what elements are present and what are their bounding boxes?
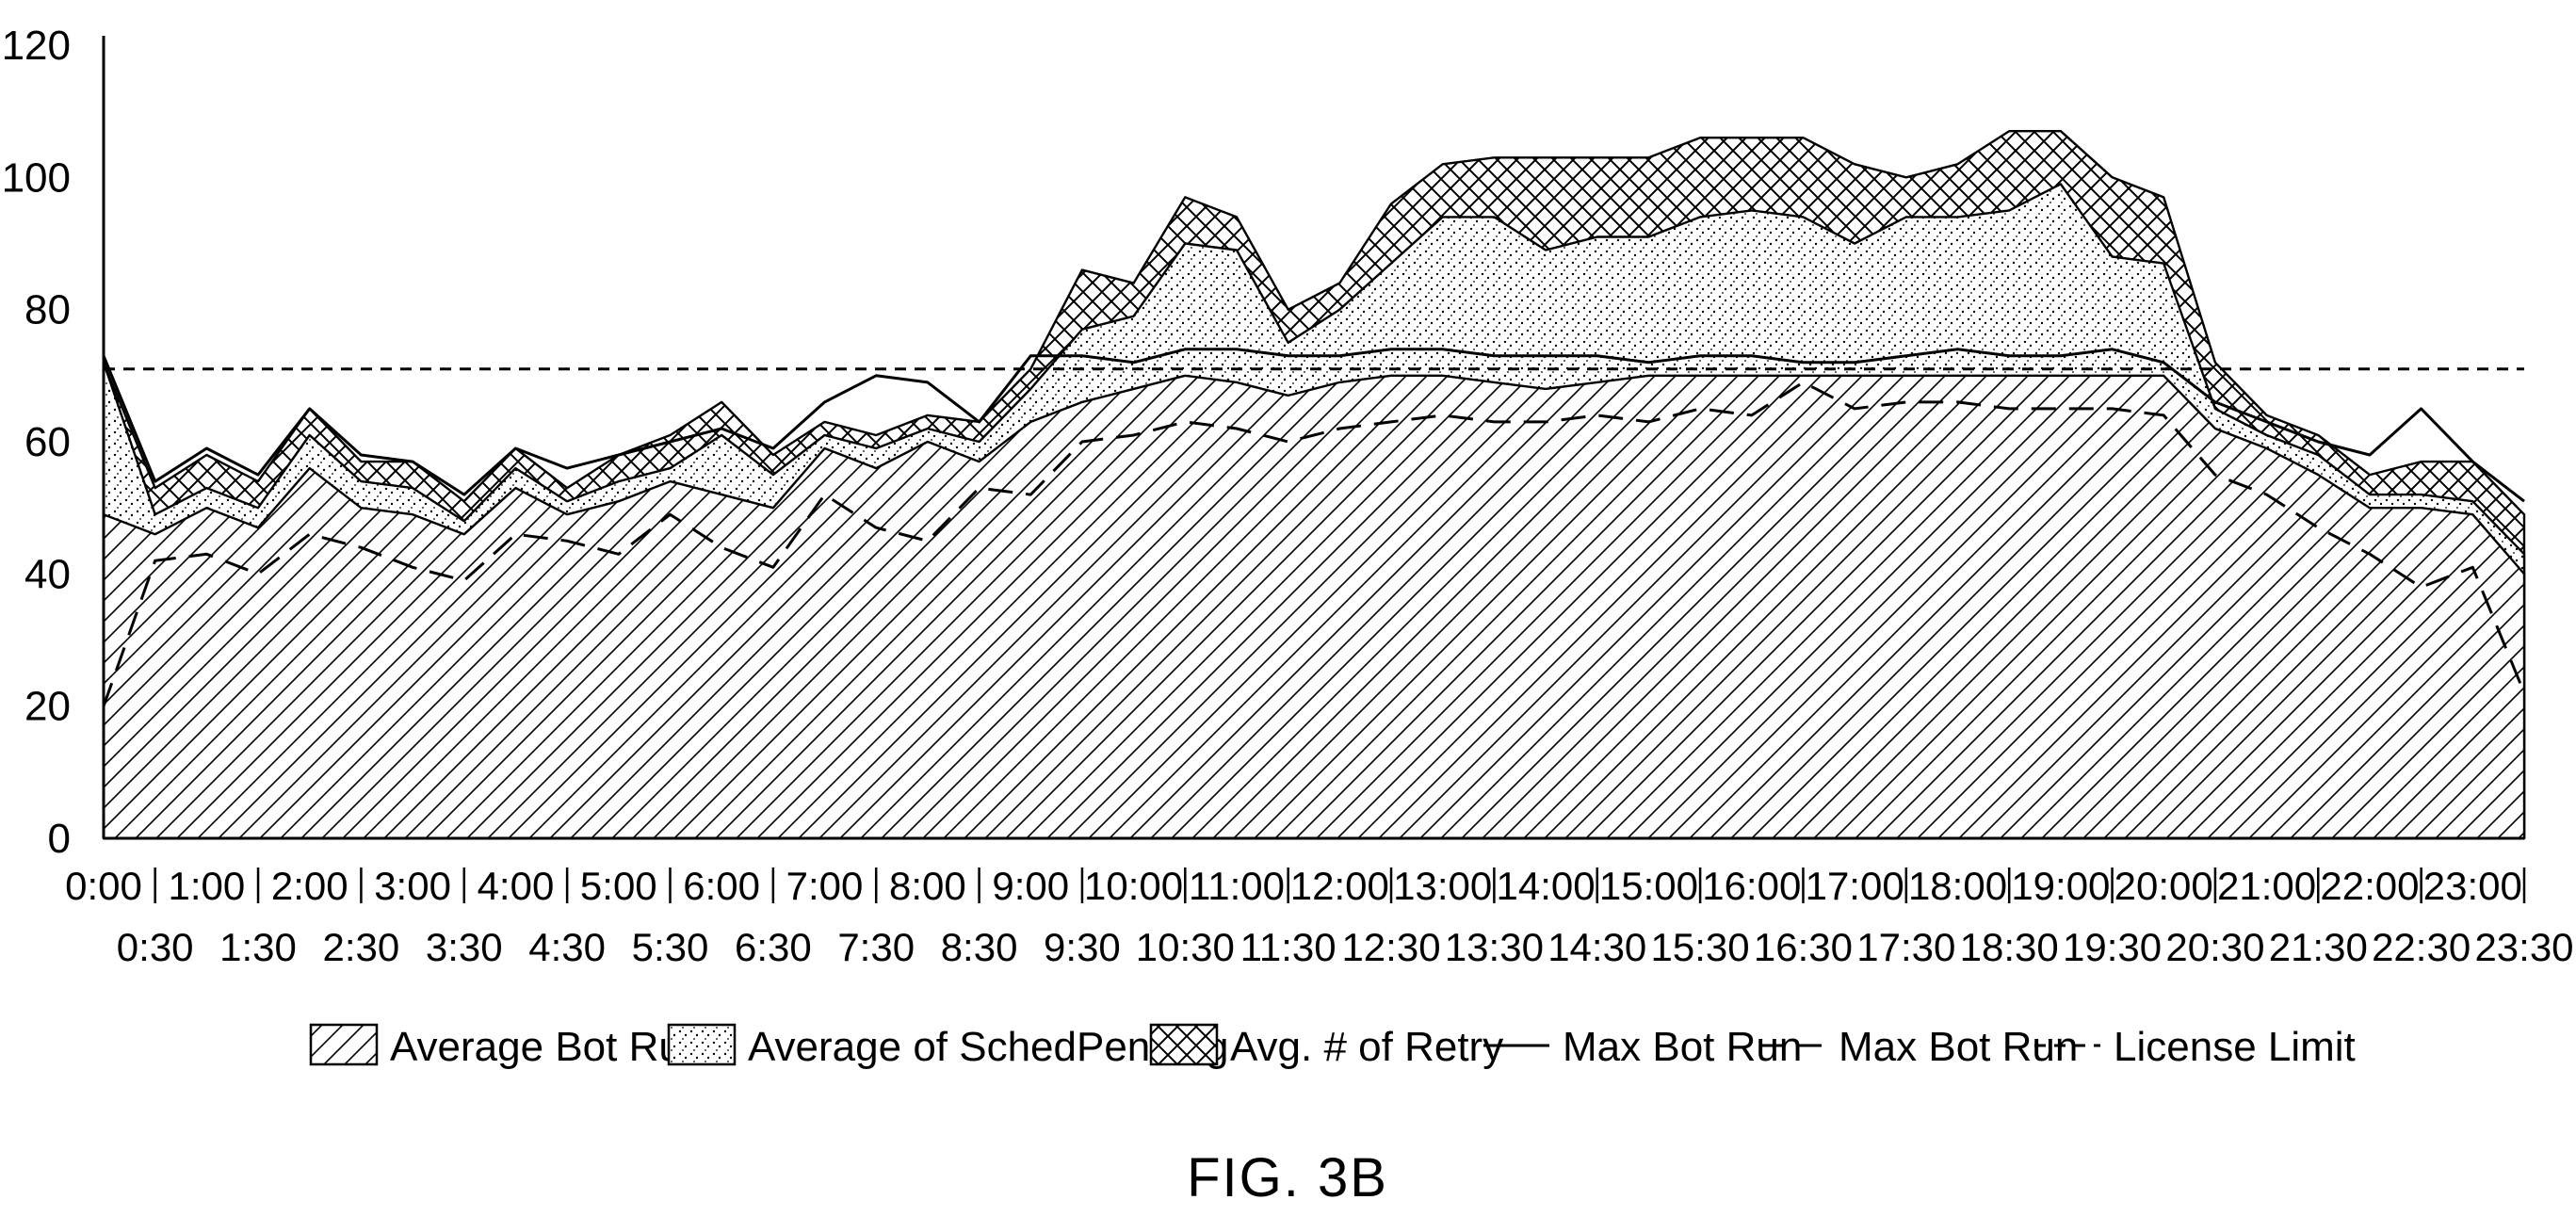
x-tick-label-hour: 7:00 (786, 864, 864, 908)
x-tick-label-hour: 13:00 (1393, 864, 1492, 908)
x-tick-label-half-hour: 12:30 (1341, 925, 1440, 969)
line-solid-0 (102, 348, 2525, 503)
x-tick-label-hour: 17:00 (1806, 864, 1904, 908)
x-tick-label-half-hour: 6:30 (735, 925, 812, 969)
x-tick-label-half-hour: 3:30 (426, 925, 503, 969)
x-tick-label-half-hour: 15:30 (1651, 925, 1750, 969)
legend-swatch (667, 1023, 737, 1066)
x-tick-label-hour: 15:00 (1599, 864, 1698, 908)
x-tick-label-hour: 16:00 (1702, 864, 1801, 908)
legend-swatch (1149, 1023, 1219, 1066)
x-tick-label-hour: 0:00 (65, 864, 142, 908)
x-tick-label-hour: 22:00 (2320, 864, 2419, 908)
legend-swatch (309, 1023, 379, 1066)
x-tick-label-half-hour: 17:30 (1856, 925, 1955, 969)
x-tick-label-hour: 10:00 (1084, 864, 1183, 908)
x-tick-label-half-hour: 7:30 (837, 925, 915, 969)
x-tick-label-half-hour: 10:30 (1136, 925, 1235, 969)
x-tick-label-half-hour: 0:30 (117, 925, 194, 969)
x-tick-label-hour: 11:00 (1189, 864, 1285, 908)
x-tick-label-half-hour: 1:30 (219, 925, 297, 969)
legend-label: Average of SchedPending (748, 1024, 1228, 1070)
x-tick-label-hour: 1:00 (168, 864, 245, 908)
x-tick-label-half-hour: 5:30 (632, 925, 709, 969)
x-tick-label-hour: 2:00 (271, 864, 348, 908)
x-tick-label-half-hour: 13:30 (1445, 925, 1544, 969)
x-tick-label-half-hour: 11:30 (1240, 925, 1337, 969)
x-tick-label-hour: 6:00 (683, 864, 760, 908)
x-tick-label-half-hour: 16:30 (1754, 925, 1853, 969)
axes: 0 20 40 60 80 100 120 0:00 1:00 2:00 3:00 4:00 5:00 6… (2, 23, 2574, 969)
x-tick-label-half-hour: 23:30 (2474, 925, 2573, 969)
x-tick-label-half-hour: 22:30 (2372, 925, 2471, 969)
legend-label: License Limit (2114, 1024, 2356, 1070)
y-tick-label: 80 (24, 287, 71, 333)
x-tick-label-hour: 21:00 (2217, 864, 2316, 908)
legend-label: Avg. # of Retry (1230, 1024, 1503, 1070)
x-tick-label-hour: 23:00 (2423, 864, 2522, 908)
x-tick-label-half-hour: 18:30 (1960, 925, 2059, 969)
x-tick-label-hour: 14:00 (1497, 864, 1596, 908)
figure-label: FIG. 3B (1187, 1147, 1388, 1208)
x-tick-label-half-hour: 8:30 (941, 925, 1018, 969)
x-tick-label-hour: 9:00 (992, 864, 1069, 908)
y-tick-label: 120 (2, 23, 71, 69)
x-tick-label-half-hour: 20:30 (2165, 925, 2264, 969)
line-long-dash-1 (102, 381, 2526, 707)
legend-label: Average Bot Run (390, 1024, 705, 1070)
x-tick-label-hour: 19:00 (2011, 864, 2110, 908)
y-tick-label: 20 (24, 684, 71, 730)
y-tick-label: 0 (48, 816, 71, 862)
y-tick-label: 60 (24, 419, 71, 465)
x-tick-label-half-hour: 4:30 (528, 925, 606, 969)
figure-label-group: FIG. 3B (1187, 1147, 1388, 1208)
y-tick-label: 40 (24, 551, 71, 597)
x-tick-label-hour: 8:00 (889, 864, 966, 908)
x-tick-label-half-hour: 2:30 (323, 925, 400, 969)
y-tick-label: 100 (2, 154, 71, 201)
x-tick-label-hour: 18:00 (1908, 864, 2007, 908)
plot-area (102, 130, 2526, 840)
x-tick-label-hour: 4:00 (478, 864, 555, 908)
x-tick-label-hour: 5:00 (580, 864, 657, 908)
x-tick-label-half-hour: 9:30 (1044, 925, 1121, 969)
x-tick-label-half-hour: 19:30 (2063, 925, 2162, 969)
x-tick-label-hour: 20:00 (2114, 864, 2213, 908)
x-tick-label-half-hour: 14:30 (1547, 925, 1646, 969)
area-average-bot-run (102, 374, 2526, 840)
x-tick-label-hour: 3:00 (374, 864, 451, 908)
x-tick-label-hour: 12:00 (1290, 864, 1389, 908)
x-tick-label-half-hour: 21:30 (2269, 925, 2368, 969)
legend: Average Bot Run Average of SchedPending Av… (309, 1023, 2356, 1070)
